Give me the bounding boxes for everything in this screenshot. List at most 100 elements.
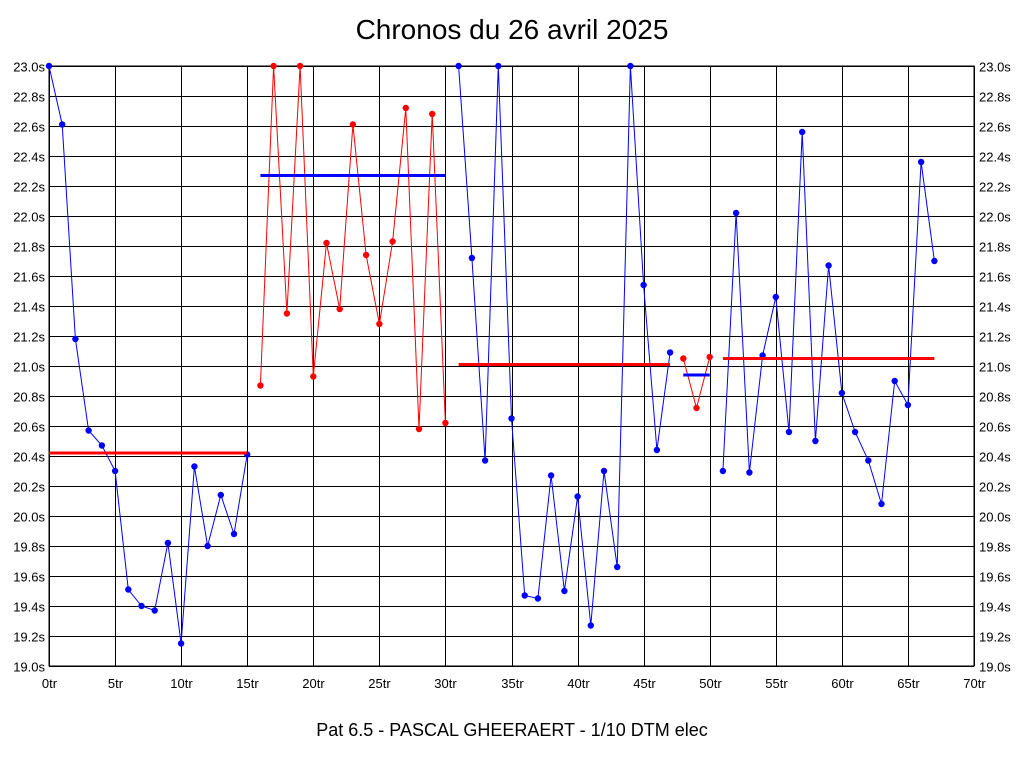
y-tick-label-left: 19.0s bbox=[13, 660, 45, 675]
data-point bbox=[283, 310, 291, 317]
x-tick-label: 30tr bbox=[434, 676, 457, 691]
y-tick-label-right: 20.8s bbox=[979, 390, 1011, 405]
data-point bbox=[904, 401, 912, 409]
x-tick-label: 20tr bbox=[302, 676, 325, 691]
y-tick-label-left: 21.2s bbox=[13, 330, 45, 345]
x-tick-label: 70tr bbox=[963, 676, 986, 691]
y-tick-label-right: 20.6s bbox=[979, 420, 1011, 435]
y-tick-label-left: 19.6s bbox=[13, 570, 45, 585]
y-tick-label-left: 20.4s bbox=[13, 450, 45, 465]
data-point bbox=[164, 539, 172, 547]
y-tick-label-left: 20.6s bbox=[13, 420, 45, 435]
data-point bbox=[59, 121, 66, 128]
data-point bbox=[547, 472, 555, 479]
x-tick-label: 50tr bbox=[699, 676, 722, 691]
x-tick-label: 15tr bbox=[236, 676, 259, 691]
data-point bbox=[627, 62, 634, 70]
data-point bbox=[917, 158, 925, 166]
data-point bbox=[402, 104, 409, 112]
data-point bbox=[680, 355, 687, 362]
data-point bbox=[111, 467, 119, 475]
chart-caption: Pat 6.5 - PASCAL GHEERAERT - 1/10 DTM el… bbox=[316, 720, 708, 740]
y-tick-label-left: 20.2s bbox=[13, 480, 45, 495]
y-tick-label-right: 22.4s bbox=[979, 150, 1011, 165]
data-point bbox=[799, 128, 806, 136]
data-point bbox=[85, 427, 92, 434]
data-point bbox=[640, 281, 647, 289]
data-point bbox=[98, 442, 106, 449]
data-point bbox=[336, 305, 343, 313]
y-tick-label-left: 20.8s bbox=[13, 390, 45, 405]
y-tick-label-left: 22.2s bbox=[13, 180, 45, 195]
data-point bbox=[349, 121, 357, 128]
y-tick-label-left: 19.8s bbox=[13, 540, 45, 555]
y-tick-label-left: 22.6s bbox=[13, 120, 45, 135]
x-tick-label: 0tr bbox=[42, 676, 58, 691]
data-point bbox=[389, 238, 396, 245]
y-tick-label-right: 22.2s bbox=[979, 180, 1011, 195]
y-tick-label-right: 19.2s bbox=[979, 630, 1011, 645]
y-tick-label-right: 21.0s bbox=[979, 360, 1011, 375]
y-tick-label-right: 19.0s bbox=[979, 660, 1011, 675]
x-tick-label: 55tr bbox=[765, 676, 788, 691]
data-point bbox=[614, 563, 621, 571]
data-point bbox=[455, 62, 462, 70]
data-point bbox=[812, 437, 819, 445]
data-point bbox=[587, 622, 594, 629]
y-tick-label-left: 22.8s bbox=[13, 90, 45, 105]
data-point bbox=[151, 607, 158, 614]
y-tick-label-left: 21.6s bbox=[13, 270, 45, 285]
y-tick-label-right: 20.2s bbox=[979, 480, 1011, 495]
y-tick-label-right: 20.0s bbox=[979, 510, 1011, 525]
data-point bbox=[217, 491, 224, 499]
data-point bbox=[296, 62, 304, 70]
y-tick-label-left: 21.4s bbox=[13, 300, 45, 315]
data-point bbox=[653, 446, 661, 454]
data-point bbox=[310, 373, 317, 380]
data-point bbox=[706, 353, 713, 361]
data-point bbox=[468, 254, 476, 262]
data-point bbox=[561, 587, 568, 595]
data-point bbox=[772, 293, 779, 301]
series-line bbox=[48, 65, 248, 644]
data-point bbox=[825, 262, 832, 269]
y-tick-label-right: 23.0s bbox=[979, 60, 1011, 75]
x-tick-label: 65tr bbox=[897, 676, 920, 691]
data-point bbox=[931, 257, 938, 265]
data-point bbox=[746, 469, 753, 476]
data-point bbox=[693, 404, 700, 412]
y-tick-label-left: 21.0s bbox=[13, 360, 45, 375]
data-point bbox=[177, 640, 185, 647]
y-tick-label-right: 21.6s bbox=[979, 270, 1011, 285]
y-tick-label-right: 21.4s bbox=[979, 300, 1011, 315]
y-tick-label-right: 19.4s bbox=[979, 600, 1011, 615]
x-tick-label: 40tr bbox=[567, 676, 590, 691]
data-point bbox=[891, 377, 898, 385]
y-tick-label-right: 22.6s bbox=[979, 120, 1011, 135]
y-tick-label-right: 21.8s bbox=[979, 240, 1011, 255]
data-point bbox=[323, 239, 330, 247]
data-point bbox=[429, 110, 436, 118]
data-point bbox=[865, 457, 872, 464]
data-point bbox=[45, 62, 53, 70]
data-point bbox=[138, 602, 145, 610]
chart-title: Chronos du 26 avril 2025 bbox=[355, 14, 669, 45]
data-point bbox=[878, 500, 885, 508]
y-tick-label-left: 23.0s bbox=[13, 60, 45, 75]
y-tick-label-right: 22.0s bbox=[979, 210, 1011, 225]
x-tick-label: 60tr bbox=[831, 676, 854, 691]
data-point bbox=[838, 389, 846, 397]
x-tick-label: 45tr bbox=[633, 676, 656, 691]
data-point bbox=[574, 493, 581, 500]
data-point bbox=[270, 62, 277, 70]
data-point bbox=[666, 349, 674, 356]
x-tick-label: 5tr bbox=[108, 676, 124, 691]
data-point bbox=[191, 463, 198, 470]
data-point bbox=[72, 335, 79, 343]
data-point bbox=[442, 419, 449, 427]
data-point bbox=[600, 467, 608, 475]
data-point bbox=[508, 415, 515, 422]
y-tick-label-left: 19.2s bbox=[13, 630, 45, 645]
